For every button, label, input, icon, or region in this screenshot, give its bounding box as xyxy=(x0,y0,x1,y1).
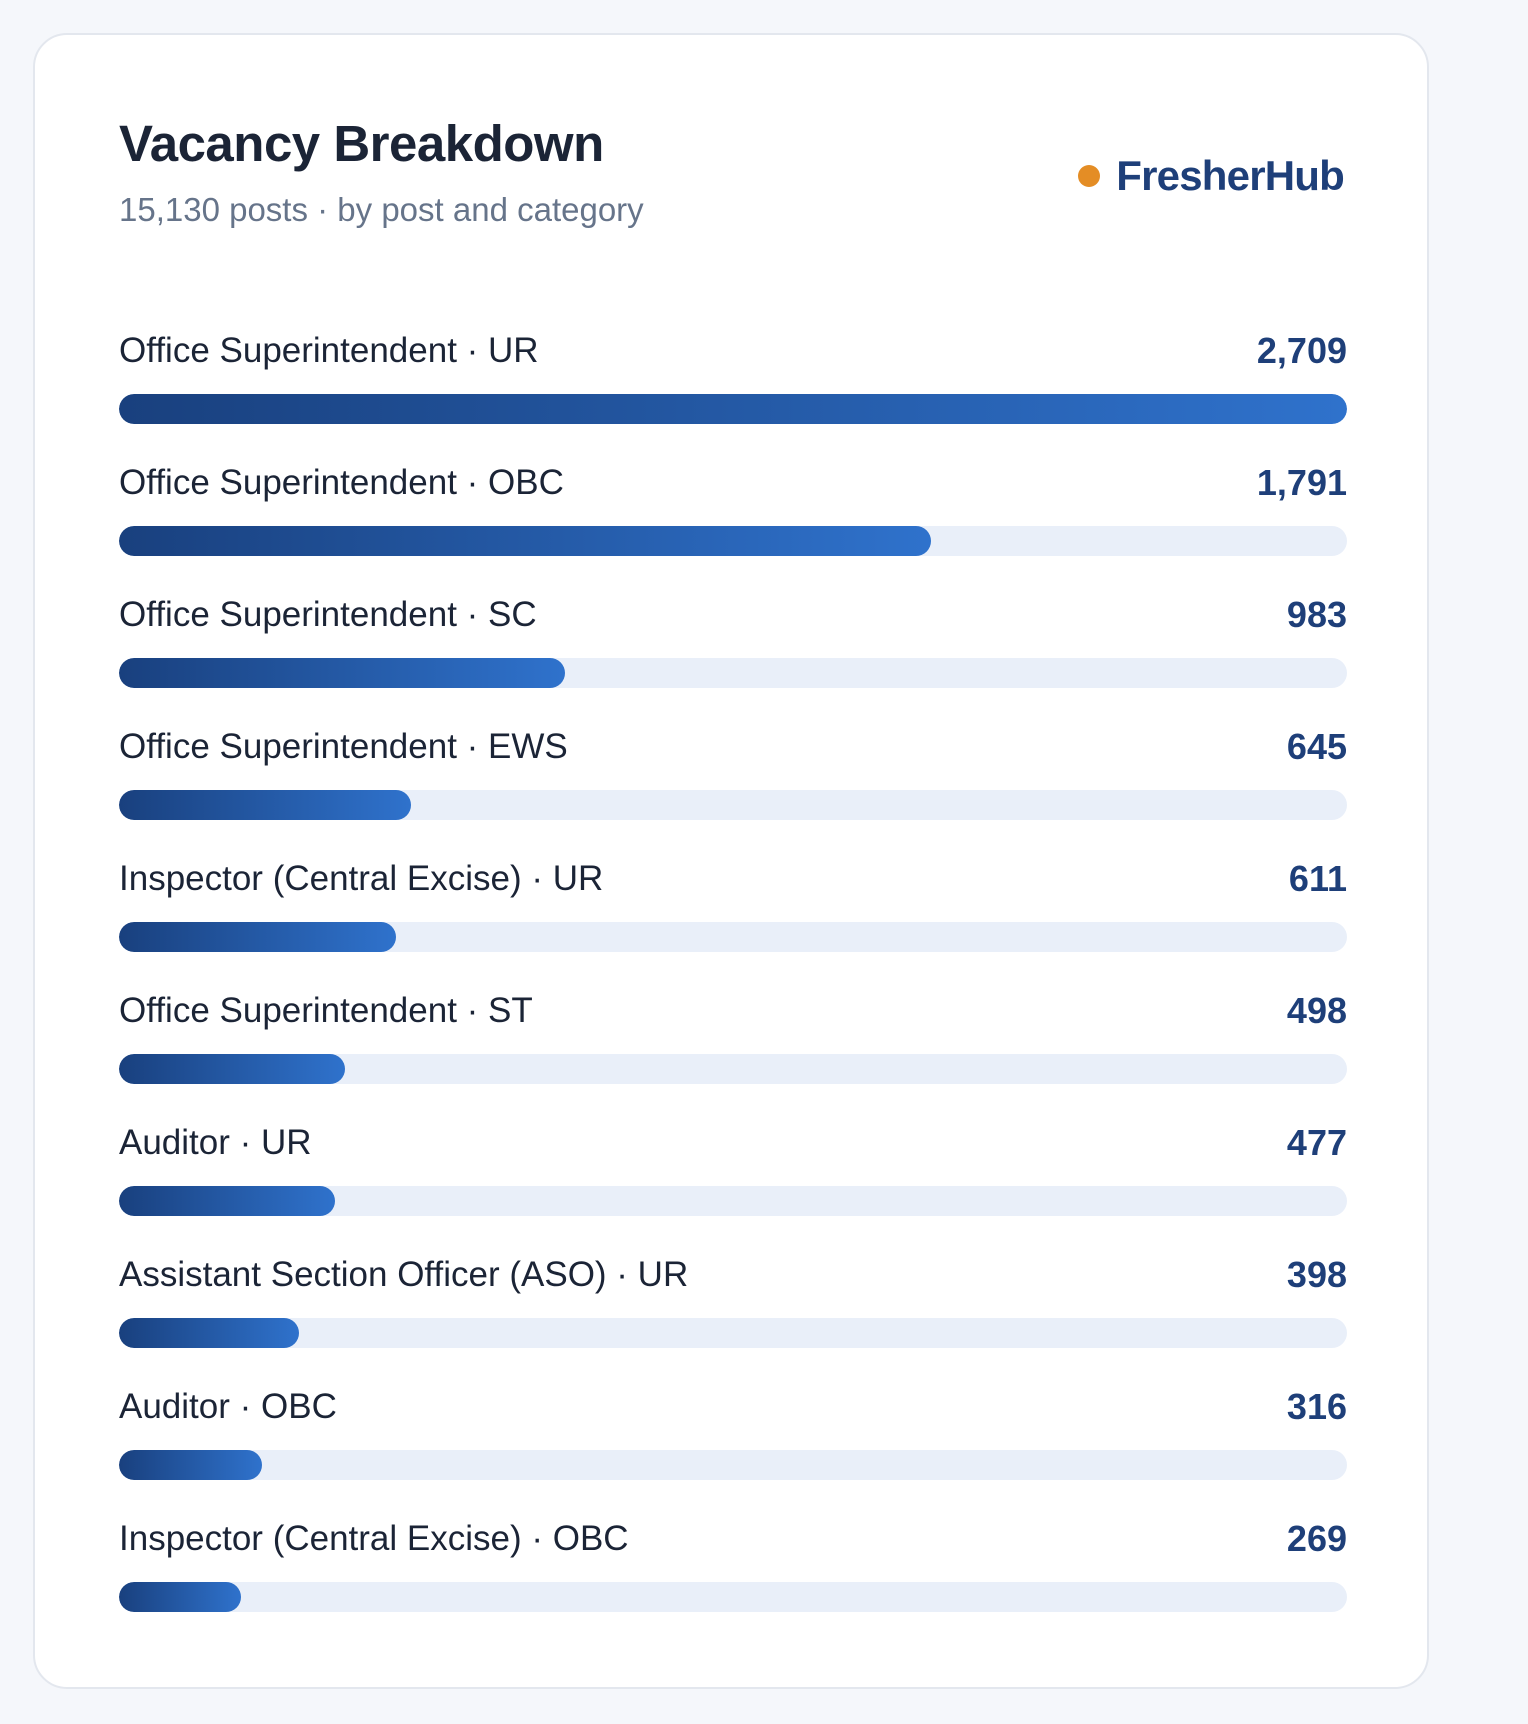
bar xyxy=(119,1054,345,1084)
bar-label: Office Superintendent · UR xyxy=(119,331,539,370)
bar xyxy=(119,1318,300,1348)
brand-name: FresherHub xyxy=(1116,152,1345,199)
bar-row: Office Superintendent · ST 498 xyxy=(119,974,1347,1106)
bar-track xyxy=(119,1450,1347,1480)
bar-track xyxy=(119,1582,1347,1612)
bar-label: Auditor · OBC xyxy=(119,1387,337,1426)
bar-row: Office Superintendent · SC 983 xyxy=(119,578,1347,710)
chart-title: Vacancy Breakdown xyxy=(119,115,604,172)
bar-row: Office Superintendent · UR 2,709 xyxy=(119,314,1347,446)
bar-row: Inspector (Central Excise) · OBC 269 xyxy=(119,1502,1347,1634)
bar-value-label: 269 xyxy=(1286,1518,1347,1559)
bar-label: Inspector (Central Excise) · UR xyxy=(119,859,604,898)
bar-value-label: 316 xyxy=(1286,1386,1347,1427)
bar-row: Office Superintendent · EWS 645 xyxy=(119,710,1347,842)
bar-value-label: 398 xyxy=(1286,1254,1347,1295)
bar-label: Inspector (Central Excise) · OBC xyxy=(119,1519,629,1558)
bar xyxy=(119,922,396,952)
bar-track xyxy=(119,526,1347,556)
bar xyxy=(119,1186,336,1216)
bar-value-label: 1,791 xyxy=(1256,462,1347,503)
bar-track xyxy=(119,922,1347,952)
bar xyxy=(119,1582,241,1612)
bar-value-label: 645 xyxy=(1286,726,1347,767)
bar-track xyxy=(119,790,1347,820)
bar xyxy=(119,790,412,820)
bar-track xyxy=(119,1186,1347,1216)
bar-track xyxy=(119,658,1347,688)
bar xyxy=(119,658,565,688)
bar-value-label: 983 xyxy=(1286,594,1347,635)
bar-row: Auditor · OBC 316 xyxy=(119,1370,1347,1502)
bar-value-label: 2,709 xyxy=(1256,330,1347,371)
bar-chart: Office Superintendent · UR 2,709 Office Su… xyxy=(119,314,1347,1634)
bar-label: Office Superintendent · EWS xyxy=(119,727,568,766)
brand-logo: FresherHub xyxy=(1078,151,1345,201)
bar-row: Inspector (Central Excise) · UR 611 xyxy=(119,842,1347,974)
bar-value-label: 498 xyxy=(1286,990,1347,1031)
bar xyxy=(119,1450,263,1480)
bar-label: Office Superintendent · SC xyxy=(119,595,537,634)
chart-subtitle: 15,130 posts · by post and category xyxy=(119,191,644,228)
brand-dot-icon xyxy=(1078,165,1101,188)
bar-label: Assistant Section Officer (ASO) · UR xyxy=(119,1255,689,1294)
bar-label: Auditor · UR xyxy=(119,1123,312,1162)
bar xyxy=(119,394,1347,424)
bar-label: Office Superintendent · ST xyxy=(119,991,533,1030)
bar-track xyxy=(119,1054,1347,1084)
bar-row: Auditor · UR 477 xyxy=(119,1106,1347,1238)
bar-value-label: 611 xyxy=(1288,858,1347,899)
bar-row: Office Superintendent · OBC 1,791 xyxy=(119,446,1347,578)
bar-track xyxy=(119,394,1347,424)
vacancy-breakdown-card: Vacancy Breakdown 15,130 posts · by post… xyxy=(33,33,1429,1689)
bar-track xyxy=(119,1318,1347,1348)
bar-row: Assistant Section Officer (ASO) · UR 398 xyxy=(119,1238,1347,1370)
bar-label: Office Superintendent · OBC xyxy=(119,463,564,502)
bar-value-label: 477 xyxy=(1286,1122,1347,1163)
bar xyxy=(119,526,931,556)
